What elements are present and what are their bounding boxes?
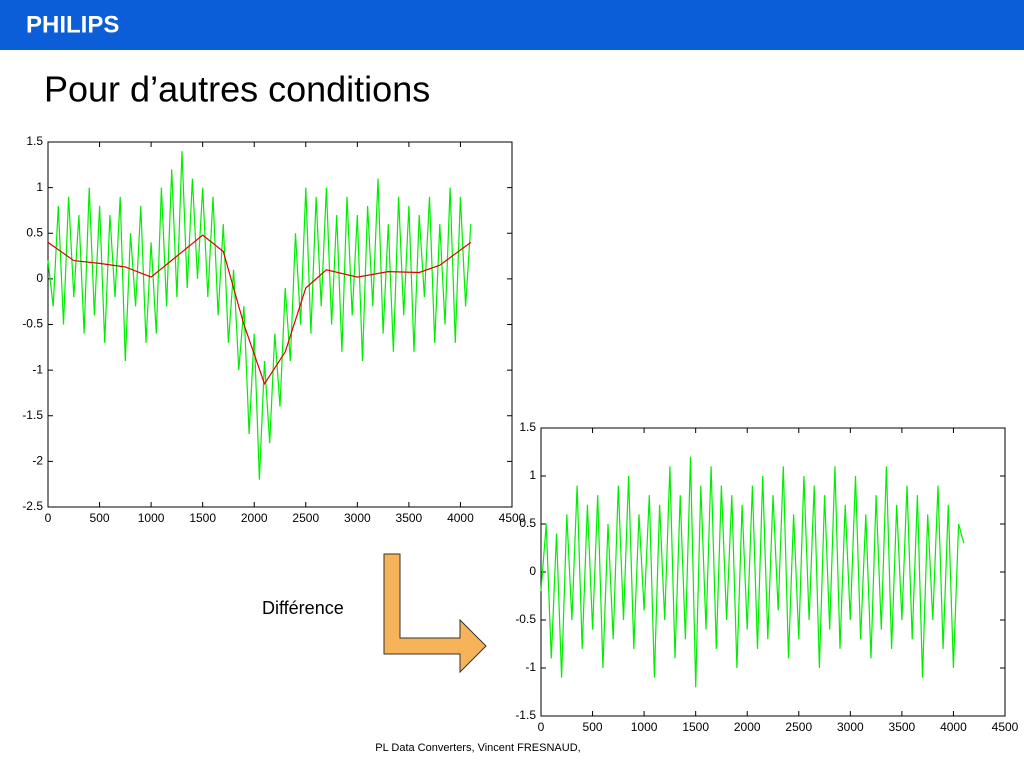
x-tick-label: 500 <box>583 720 603 734</box>
x-tick-label: 0 <box>538 720 545 734</box>
charts: -2.5-2-1.5-1-0.500.511.50 500 1000 1500 2000… <box>22 134 1018 734</box>
y-tick-label: 0.5 <box>26 225 43 239</box>
x-tick-label: 2000 <box>241 511 268 525</box>
x-tick-label: 3000 <box>837 720 864 734</box>
data-line <box>47 151 472 480</box>
y-tick-label: -1.5 <box>22 408 43 422</box>
y-tick-label: 1.5 <box>519 420 536 434</box>
x-tick-label: 2500 <box>785 720 812 734</box>
x-tick-label: 4500 <box>992 720 1019 734</box>
plot-area <box>47 141 513 508</box>
y-tick-label: 1.5 <box>26 134 43 148</box>
x-tick-label: 2500 <box>292 511 319 525</box>
x-tick-label: 3000 <box>344 511 371 525</box>
data-line <box>47 234 472 386</box>
footer: PL Data Converters, Vincent FRESNAUD, <box>375 742 580 754</box>
y-tick-label: 0 <box>529 564 536 578</box>
y-tick-label: 0.5 <box>519 516 536 530</box>
x-tick-label: 1000 <box>138 511 165 525</box>
x-tick-label: 2000 <box>734 720 761 734</box>
slide-title: Pour d’autres conditions <box>44 69 430 110</box>
x-tick-label: 1000 <box>631 720 658 734</box>
y-tick-label: -0.5 <box>515 612 536 626</box>
x-tick-label: 4500 <box>499 511 526 525</box>
y-tick-label: -1 <box>525 660 536 674</box>
x-tick-label: 1500 <box>189 511 216 525</box>
y-tick-label: -2.5 <box>22 499 43 513</box>
annotation: Différence <box>262 598 344 618</box>
x-tick-label: 1500 <box>682 720 709 734</box>
y-tick-label: -2 <box>32 454 43 468</box>
chart: -1.5 -1 -0.5 0 0.5 1 1.5 0 500 1000 1500 2000 2500 30… <box>515 420 1018 734</box>
header-bar <box>0 0 1024 50</box>
x-tick-label: 0 <box>45 511 52 525</box>
x-tick-label: 3500 <box>396 511 423 525</box>
x-tick-label: 4000 <box>447 511 474 525</box>
logo: PHILIPS <box>26 11 119 38</box>
x-tick-label: 500 <box>90 511 110 525</box>
y-tick-label: -0.5 <box>22 317 43 331</box>
y-tick-label: -1 <box>32 362 43 376</box>
arrow <box>383 553 487 674</box>
y-tick-label: 1 <box>36 180 43 194</box>
chart: -2.5 -2 -1.5 -1 -0.5 0 0.5 1 1.5 0 500 1000 1500 2000… <box>22 134 525 525</box>
y-tick-label: 0 <box>36 271 43 285</box>
x-tick-label: 3500 <box>889 720 916 734</box>
data-line <box>540 456 965 688</box>
y-tick-label: 1 <box>529 468 536 482</box>
x-tick-label: 4000 <box>940 720 967 734</box>
y-tick-label: -1.5 <box>515 708 536 722</box>
